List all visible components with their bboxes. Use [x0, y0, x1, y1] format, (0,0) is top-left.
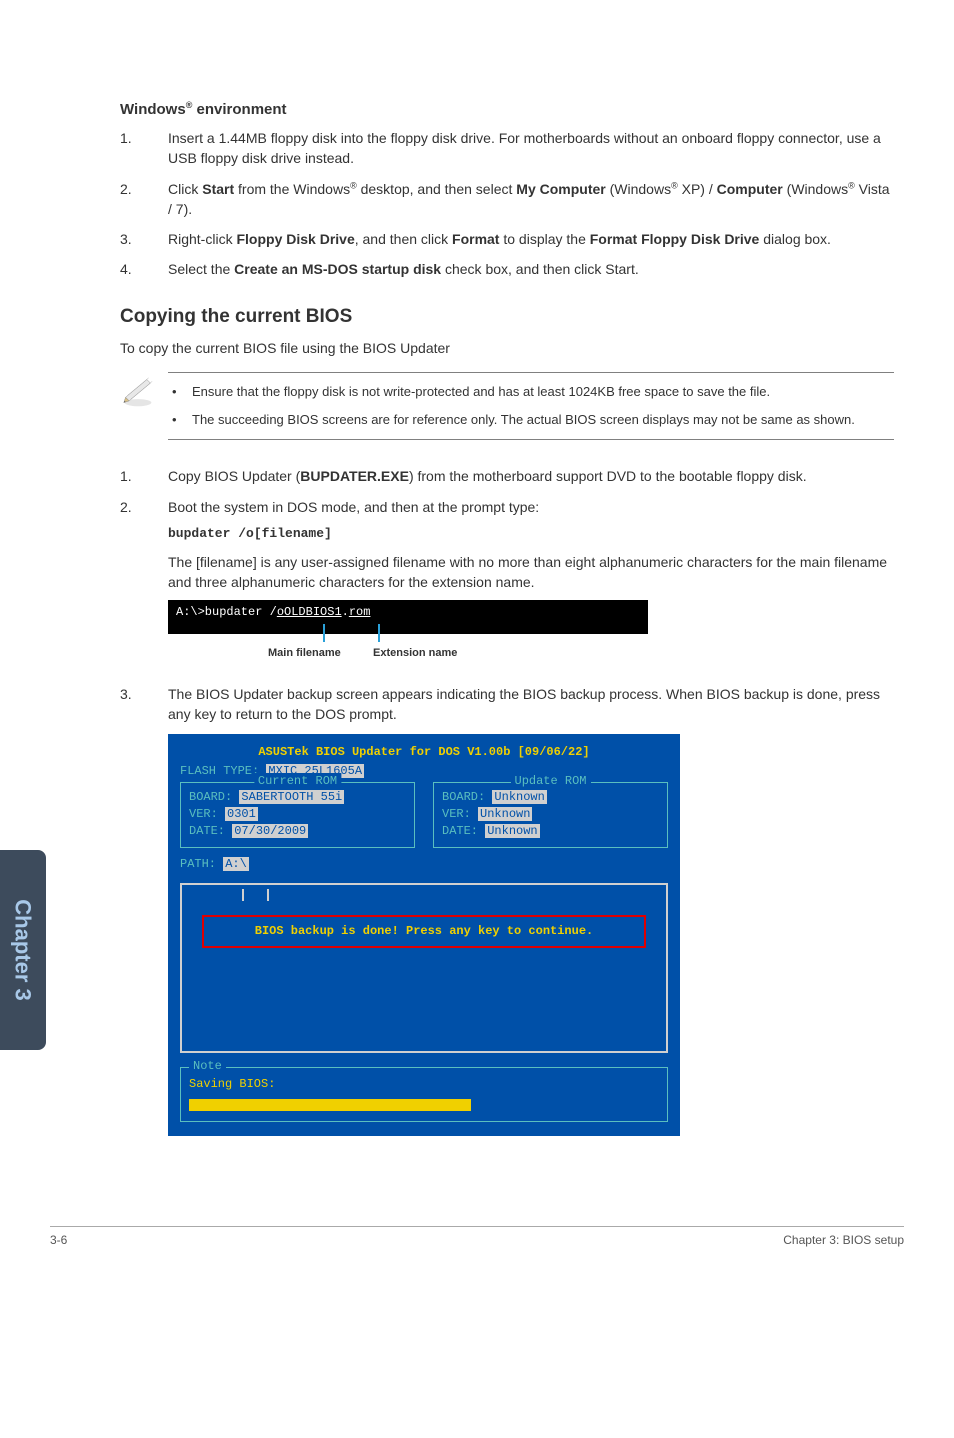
- file-area: BIOS backup is done! Press any key to co…: [180, 883, 668, 1053]
- step-2: Click Start from the Windows® desktop, a…: [120, 179, 894, 220]
- page-footer: 3-6 Chapter 3: BIOS setup: [50, 1226, 904, 1247]
- saving-progress-bar: [189, 1099, 471, 1111]
- note-2: The succeeding BIOS screens are for refe…: [168, 411, 894, 429]
- path-row: PATH: A:\: [180, 856, 668, 873]
- label-extension-name: Extension name: [373, 646, 457, 662]
- step-3: Right-click Floppy Disk Drive, and then …: [120, 229, 894, 249]
- windows-env-steps: Insert a 1.44MB floppy disk into the flo…: [120, 128, 894, 280]
- copy-bios-steps: Copy BIOS Updater (BUPDATER.EXE) from th…: [120, 466, 894, 724]
- step-1: Insert a 1.44MB floppy disk into the flo…: [120, 128, 894, 169]
- current-rom-title: Current ROM: [254, 773, 341, 790]
- terminal-labels: Main filename Extension name: [168, 634, 648, 670]
- copy-step-1: Copy BIOS Updater (BUPDATER.EXE) from th…: [120, 466, 894, 486]
- update-rom-box: Update ROM BOARD: Unknown VER: Unknown D…: [433, 782, 668, 848]
- copying-bios-intro: To copy the current BIOS file using the …: [120, 338, 894, 358]
- note-1: Ensure that the floppy disk is not write…: [168, 383, 894, 401]
- footer-page-number: 3-6: [50, 1233, 67, 1247]
- code-note: The [filename] is any user-assigned file…: [168, 552, 894, 593]
- bios-title: ASUSTek BIOS Updater for DOS V1.00b [09/…: [180, 744, 668, 761]
- update-rom-title: Update ROM: [510, 773, 590, 790]
- terminal-prompt: A:\>bupdater /oOLDBIOS1.rom: [176, 605, 370, 619]
- backup-done-banner: BIOS backup is done! Press any key to co…: [202, 915, 646, 948]
- footer-chapter: Chapter 3: BIOS setup: [783, 1233, 904, 1247]
- terminal-window: A:\>bupdater /oOLDBIOS1.rom: [168, 600, 648, 633]
- bios-note-box: Note Saving BIOS:: [180, 1067, 668, 1122]
- pencil-icon: [120, 372, 168, 413]
- copy-step-3: The BIOS Updater backup screen appears i…: [120, 684, 894, 725]
- saving-bios-label: Saving BIOS:: [189, 1076, 659, 1093]
- copying-bios-heading: Copying the current BIOS: [120, 306, 894, 328]
- note-block: Ensure that the floppy disk is not write…: [120, 366, 894, 446]
- bios-updater-screen: ASUSTek BIOS Updater for DOS V1.00b [09/…: [168, 734, 680, 1136]
- copy-step-2: Boot the system in DOS mode, and then at…: [120, 497, 894, 670]
- bios-note-title: Note: [189, 1058, 226, 1075]
- windows-env-heading: Windows® environment: [120, 100, 894, 118]
- step-4: Select the Create an MS-DOS startup disk…: [120, 259, 894, 279]
- code-command: bupdater /o[filename]: [168, 525, 894, 544]
- label-main-filename: Main filename: [268, 646, 341, 662]
- current-rom-box: Current ROM BOARD: SABERTOOTH 55i VER: 0…: [180, 782, 415, 848]
